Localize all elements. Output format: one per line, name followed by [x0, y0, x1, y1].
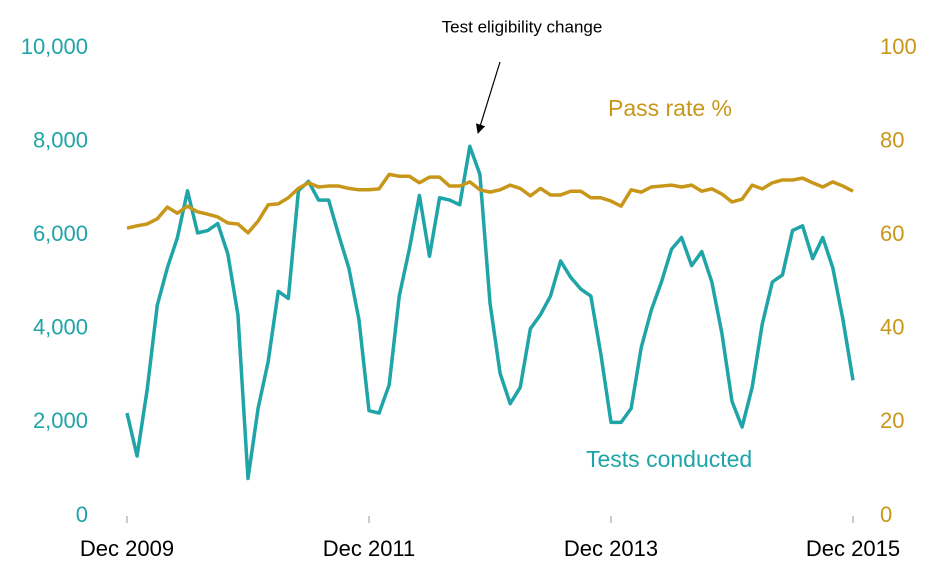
y-tick-label: 0 — [76, 502, 88, 527]
y2-tick-label: 60 — [880, 221, 904, 246]
series-line — [125, 144, 855, 481]
y2-tick-label: 0 — [880, 502, 892, 527]
series-label: Pass rate % — [608, 95, 732, 121]
y2-tick-label: 80 — [880, 127, 904, 152]
x-tick-label: Dec 2011 — [323, 536, 416, 561]
y2-tick-label: 100 — [880, 34, 917, 59]
annotation: Test eligibility change — [442, 17, 603, 36]
y2-tick-label: 40 — [880, 315, 904, 340]
y-tick-label: 6,000 — [33, 221, 88, 246]
y-tick-label: 10,000 — [21, 34, 88, 59]
y-tick-label: 2,000 — [33, 408, 88, 433]
y-tick-label: 8,000 — [33, 127, 88, 152]
series-label: Tests conducted — [586, 446, 752, 472]
series-line — [126, 172, 854, 235]
y2-tick-label: 20 — [880, 408, 904, 433]
x-tick-label: Dec 2013 — [564, 536, 658, 561]
x-tick-label: Dec 2009 — [80, 536, 174, 561]
y-tick-label: 4,000 — [33, 315, 88, 340]
annotation-arrow — [475, 61, 501, 134]
x-tick-label: Dec 2015 — [806, 536, 900, 561]
